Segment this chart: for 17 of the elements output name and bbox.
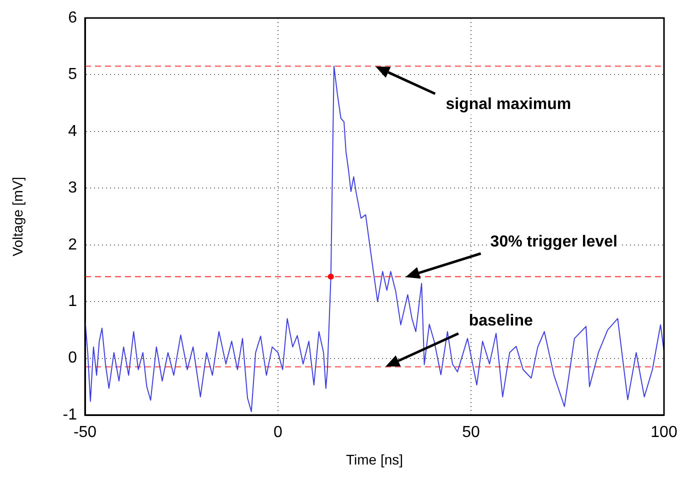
x-tick-label: 100	[650, 424, 678, 442]
x-tick-label: -50	[73, 424, 97, 442]
y-tick-label: 6	[68, 9, 78, 26]
y-tick-label: -1	[62, 406, 78, 424]
y-tick-label: 4	[68, 122, 78, 140]
ref-line-label: signal maximum	[446, 96, 572, 113]
ref-line-label: baseline	[468, 312, 534, 330]
x-tick-label: 50	[462, 424, 480, 442]
x-axis-title: Time [ns]	[346, 451, 404, 468]
y-tick-label: 3	[68, 180, 78, 197]
x-tick-label: 0	[274, 424, 283, 442]
y-tick-label: 0	[68, 350, 78, 367]
y-tick-label: 2	[68, 236, 78, 254]
y-tick-label: 1	[68, 292, 78, 310]
y-tick-label: 5	[68, 66, 78, 84]
ref-line-label: 30% trigger level	[490, 233, 618, 250]
y-axis-title: Voltage [mV]	[9, 176, 26, 256]
